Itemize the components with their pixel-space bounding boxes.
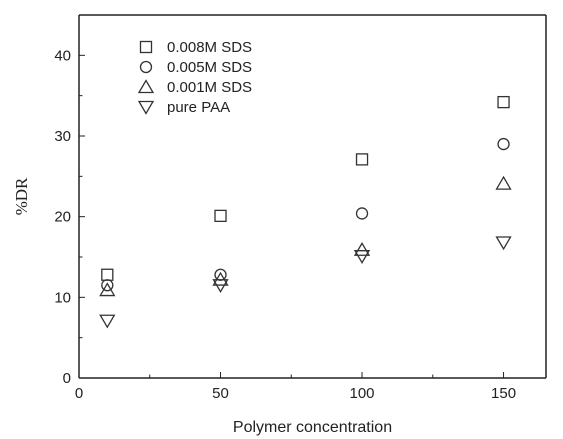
data-point-triangle-down — [99, 314, 116, 329]
x-tick-label: 100 — [350, 385, 375, 402]
data-point-square — [497, 95, 510, 109]
data-points — [99, 95, 512, 329]
y-tick-label: 20 — [54, 209, 71, 226]
legend-label: 0.005M SDS — [167, 59, 252, 76]
x-tick-label: 0 — [75, 385, 83, 402]
data-point-triangle-down — [212, 279, 229, 294]
y-tick-label: 0 — [63, 370, 71, 387]
x-axis-title: Polymer concentration — [233, 419, 392, 436]
data-point-triangle-up — [353, 241, 371, 256]
data-point-triangle-up — [99, 282, 116, 297]
data-point-circle — [101, 279, 114, 292]
legend-label: pure PAA — [167, 99, 230, 116]
data-point-triangle-up — [495, 175, 512, 190]
y-tick-label: 40 — [54, 47, 71, 64]
legend-marker-triangle-up — [137, 79, 155, 94]
legend-label: 0.008M SDS — [167, 39, 252, 56]
data-point-circle — [497, 137, 510, 151]
data-point-square — [101, 268, 114, 281]
tick-labels: 0 50 100 150 0 10 20 30 40 — [54, 47, 516, 402]
data-point-triangle-down — [495, 236, 512, 251]
data-point-square — [355, 153, 369, 166]
axis-ticks — [78, 14, 505, 379]
data-point-circle — [355, 207, 369, 220]
x-tick-label: 50 — [212, 385, 229, 402]
y-axis-title: %DR — [12, 177, 31, 215]
legend: 0.008M SDS 0.005M SDS 0.001M SDS pure PAA — [137, 39, 252, 116]
y-tick-label: 30 — [54, 128, 71, 145]
legend-marker-circle — [139, 60, 153, 74]
x-tick-label: 150 — [491, 385, 516, 402]
legend-marker-triangle-down — [137, 100, 155, 115]
data-point-square — [214, 209, 227, 223]
legend-label: 0.001M SDS — [167, 79, 252, 96]
plot-frame — [78, 14, 547, 379]
data-point-triangle-down — [353, 250, 371, 264]
y-tick-label: 10 — [54, 289, 71, 306]
legend-marker-square — [139, 40, 153, 54]
